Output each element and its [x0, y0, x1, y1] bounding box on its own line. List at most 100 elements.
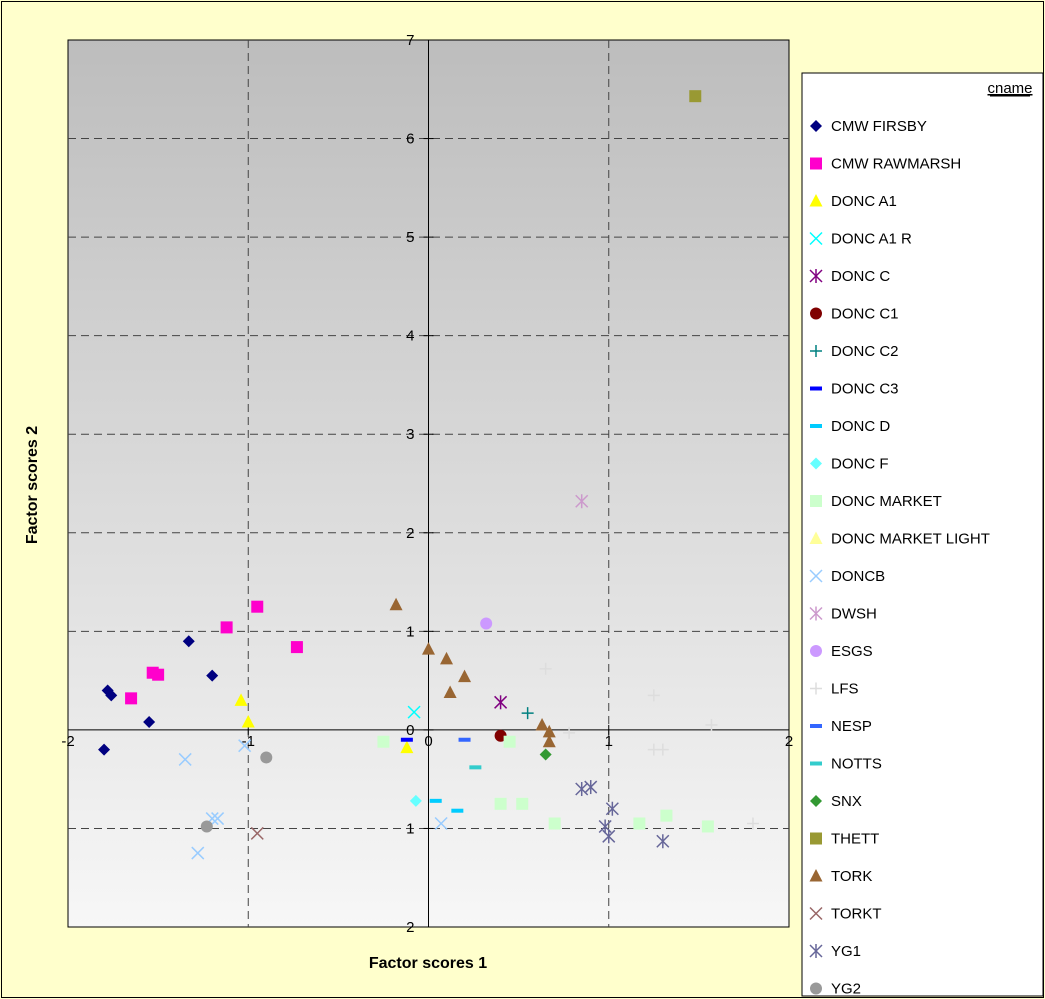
point-donc-market [701, 820, 714, 833]
legend-label: TORKT [831, 906, 882, 923]
legend-marker-esgs [810, 645, 822, 657]
legend-label: DONC F [831, 456, 889, 473]
legend-label: NOTTS [831, 756, 882, 773]
point-donc-d [451, 808, 464, 813]
legend-marker-torkt [809, 906, 823, 921]
legend-label: SNX [831, 793, 862, 810]
x-tick-label: 2 [785, 733, 793, 750]
legend-label: DONC C [831, 268, 890, 285]
point-donc-market [660, 809, 673, 822]
point-donc-market [494, 797, 507, 810]
legend-label: DONC A1 [831, 193, 897, 210]
point-donc-market [516, 797, 529, 810]
y-tick-label: 0 [406, 722, 414, 739]
legend-marker-donc-a1 [809, 194, 823, 207]
legend-box [801, 72, 1044, 997]
legend-label: YG1 [831, 943, 861, 960]
point-donc-a1 [241, 715, 255, 728]
point-donc-f [409, 794, 422, 807]
point-tork [535, 717, 549, 731]
point-yg2 [200, 820, 213, 833]
x-tick-label: 0 [424, 733, 432, 750]
legend-marker-lfs [810, 682, 822, 695]
point-tork [422, 642, 435, 655]
point-cmw-firsby [143, 716, 156, 729]
x-tick-label: 1 [605, 733, 613, 750]
legend-marker-donc-d [810, 424, 822, 428]
y-tick-label: 7 [406, 32, 414, 49]
legend-marker-nesp [810, 724, 822, 728]
y-tick-label: 3 [406, 426, 414, 443]
legend-marker-notts [810, 761, 822, 766]
point-nesp [458, 737, 471, 742]
point-donc-market [548, 817, 561, 830]
point-thett [689, 90, 702, 103]
point-torkt [250, 826, 264, 840]
point-tork [542, 734, 556, 748]
point-doncb [178, 752, 192, 766]
x-axis-title: Factor scores 1 [369, 955, 487, 972]
point-yg1 [605, 801, 619, 816]
point-cmw-rawmarsh [251, 600, 264, 613]
point-tork [389, 597, 403, 611]
point-dwsh [575, 494, 589, 509]
point-cmw-firsby [206, 669, 219, 682]
point-cmw-firsby [105, 689, 118, 702]
point-cmw-rawmarsh [152, 668, 165, 681]
point-donc-a1 [234, 693, 248, 706]
point-yg1 [584, 780, 598, 795]
legend-marker-thett [810, 832, 822, 845]
legend-marker-donc-c3 [810, 386, 822, 391]
legend-label: DONC C1 [831, 306, 899, 323]
legend-marker-donc-c2 [810, 345, 822, 357]
legend-marker-donc-market-light [809, 531, 823, 544]
legend-marker-donc-market [810, 495, 822, 507]
y-axis-title: Factor scores 2 [24, 426, 41, 544]
legend-label: CMW FIRSBY [831, 118, 927, 135]
legend-label: DONC MARKET [831, 493, 942, 510]
legend-label: DONC D [831, 418, 890, 435]
legend-label: DONC C2 [831, 343, 899, 360]
data-points [98, 90, 759, 860]
legend-marker-yg2 [810, 982, 822, 995]
y-tick-label: 1 [406, 623, 414, 640]
point-lfs [539, 662, 552, 675]
legend-marker-dwsh [809, 606, 823, 621]
point-donc-market [633, 817, 646, 830]
y-tick-label: 5 [406, 229, 414, 246]
y-tick-label: 1 [406, 820, 414, 837]
point-doncb [238, 739, 252, 753]
point-lfs [563, 726, 576, 739]
point-donc-c2 [521, 707, 534, 720]
point-tork [542, 724, 556, 738]
point-donc-c3 [400, 737, 413, 742]
point-lfs [656, 743, 669, 756]
point-doncb [211, 812, 225, 826]
point-notts [469, 765, 482, 770]
point-donc-market [503, 735, 516, 748]
point-cmw-rawmarsh [125, 692, 138, 705]
point-donc-a1 [400, 740, 414, 754]
legend-marker-donc-c [809, 269, 823, 283]
y-tick-label: 6 [406, 131, 414, 148]
point-snx [539, 748, 552, 761]
point-yg1 [602, 829, 616, 844]
y-tick-label: 4 [406, 328, 414, 345]
point-lfs [647, 689, 660, 702]
point-tork [443, 685, 457, 698]
legend-marker-cmw-firsby [810, 120, 822, 132]
x-tick-label: -2 [61, 733, 74, 750]
axes [67, 39, 790, 928]
legend-label: LFS [831, 681, 859, 698]
legend-label: THETT [831, 831, 879, 848]
legend-label: DONC MARKET LIGHT [831, 531, 990, 548]
legend-label: DONC A1 R [831, 231, 912, 248]
legend-marker-tork [809, 869, 823, 882]
y-tick-label: 2 [406, 525, 414, 542]
legend-marker-donc-a1-r [809, 231, 823, 246]
legend-label: DONCB [831, 568, 885, 585]
point-cmw-firsby [98, 743, 111, 756]
y-tick-label: 2 [406, 919, 414, 936]
legend-title: cname [987, 80, 1032, 97]
legend-label: TORK [831, 868, 872, 885]
